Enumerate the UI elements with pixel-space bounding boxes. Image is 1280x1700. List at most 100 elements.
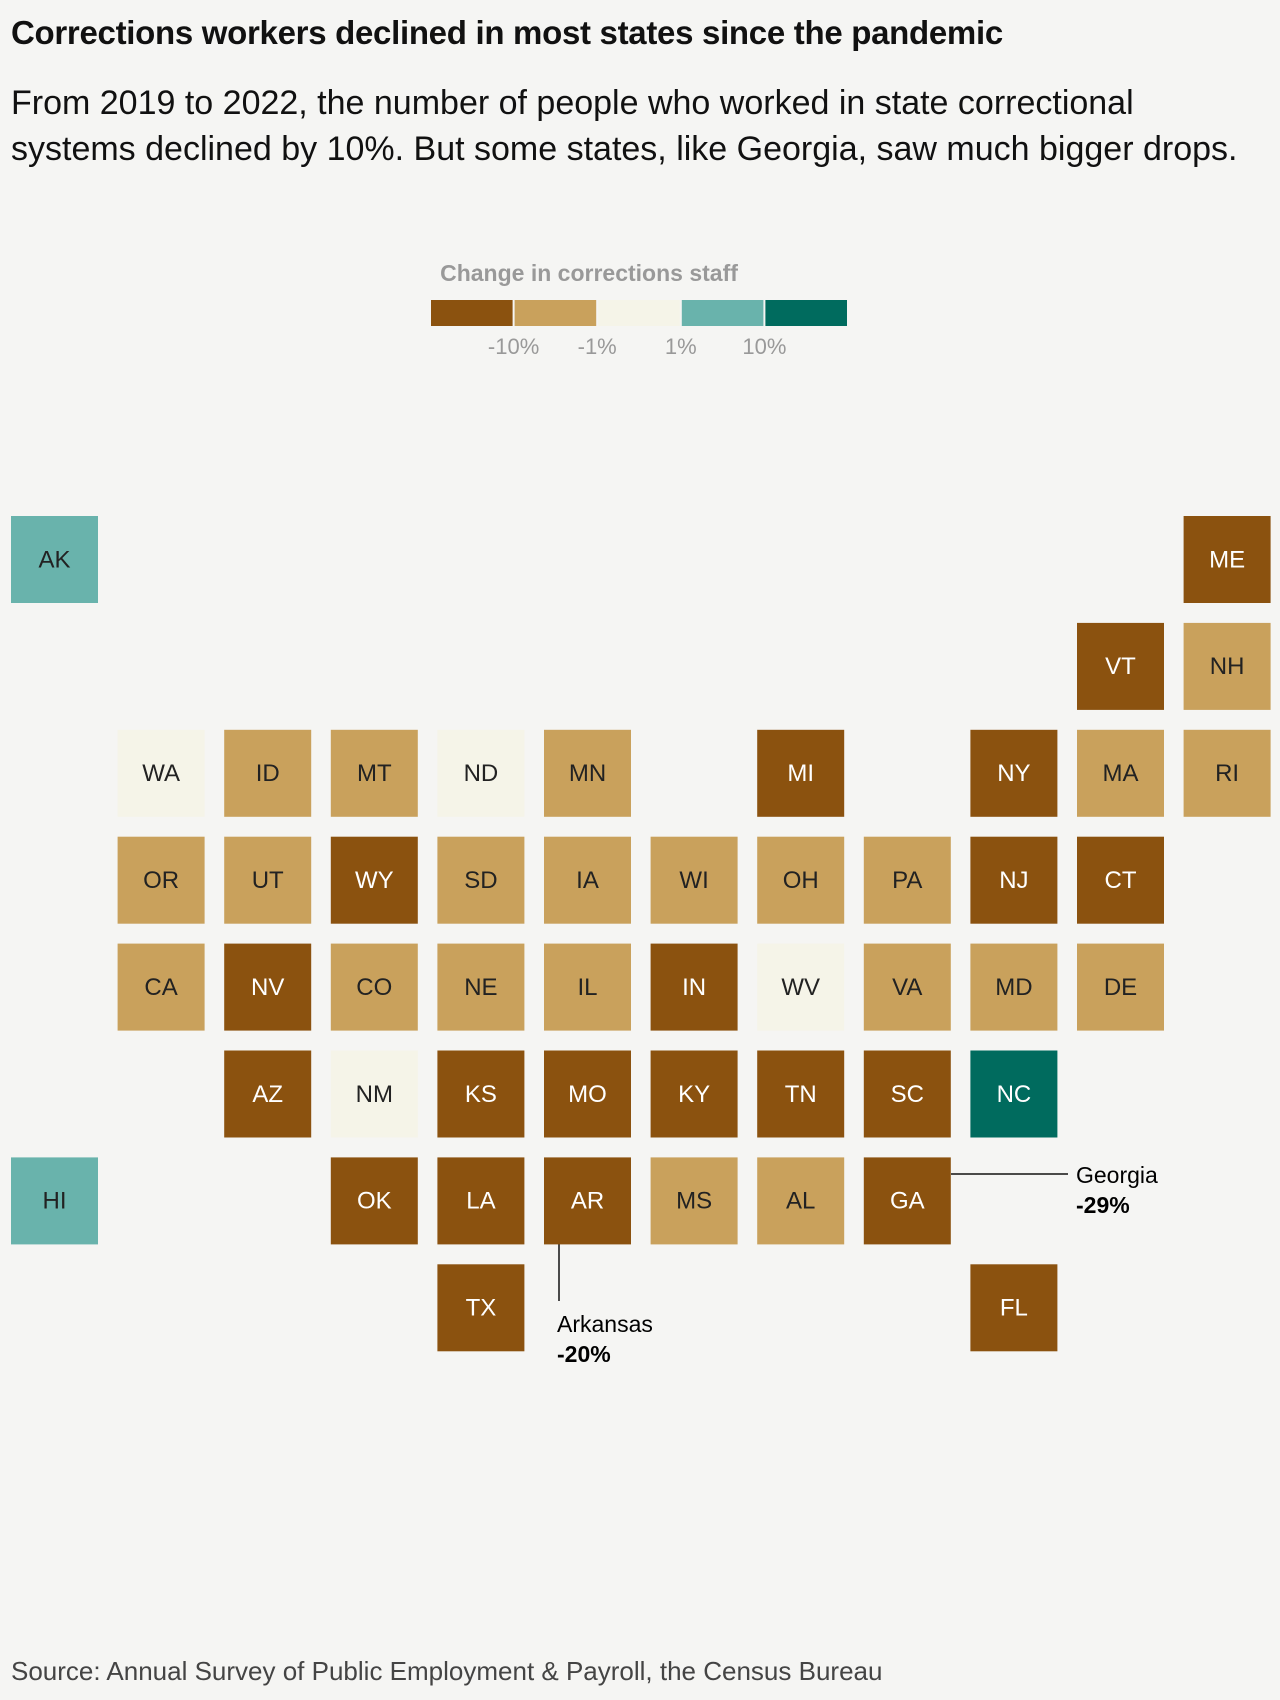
state-tile: [1183, 516, 1271, 603]
state-label: MO: [568, 1081, 607, 1108]
state-label: AR: [571, 1188, 604, 1215]
subtitle: From 2019 to 2022, the number of people …: [11, 84, 1238, 168]
state-tile: [11, 1157, 98, 1245]
state-tile: [970, 1264, 1058, 1352]
state-tile: [544, 1157, 631, 1245]
state-label: IL: [577, 974, 597, 1001]
state-label: SC: [891, 1081, 924, 1108]
legend-swatch: [431, 300, 513, 326]
state-tile: [1183, 622, 1271, 710]
state-label: CT: [1105, 867, 1137, 894]
state-tile: [224, 836, 312, 924]
state-tile: [117, 943, 205, 1031]
state-label: AK: [38, 546, 70, 573]
state-tile: [757, 729, 845, 817]
state-label: WV: [781, 974, 820, 1001]
state-label: TN: [785, 1081, 817, 1108]
legend-label: -10%: [488, 334, 539, 359]
legend-label: 10%: [742, 334, 786, 359]
legend-label: -1%: [578, 334, 617, 359]
state-tile: [117, 729, 205, 817]
state-tile: [970, 1050, 1058, 1138]
source: Source: Annual Survey of Public Employme…: [11, 1656, 883, 1686]
state-label: CO: [356, 974, 392, 1001]
state-tile: [437, 729, 525, 817]
state-tile: [224, 943, 312, 1031]
state-tile: [650, 836, 738, 924]
state-label: NM: [356, 1081, 393, 1108]
state-label: OH: [783, 867, 819, 894]
state-tile: [757, 1050, 845, 1138]
state-tile: [224, 729, 312, 817]
state-label: ME: [1209, 546, 1245, 573]
legend-label: 1%: [665, 334, 697, 359]
state-tile: [1077, 836, 1164, 924]
state-tile: [757, 1157, 845, 1245]
state-tile: [437, 1050, 525, 1138]
state-label: MD: [995, 974, 1032, 1001]
state-tile: [863, 1050, 951, 1138]
state-tile: [330, 1157, 418, 1245]
state-tile: [650, 1050, 738, 1138]
state-tile: [970, 836, 1058, 924]
state-label: OK: [357, 1188, 392, 1215]
state-label: MI: [787, 760, 814, 787]
legend-swatch: [514, 300, 597, 326]
state-label: NY: [997, 760, 1030, 787]
state-tile: [863, 943, 951, 1031]
annotation-value: -20%: [557, 1341, 611, 1367]
state-label: ID: [256, 760, 280, 787]
state-label: HI: [43, 1188, 67, 1215]
state-tile: [117, 836, 205, 924]
state-label: VA: [892, 974, 922, 1001]
state-tile: [863, 836, 951, 924]
state-tile: [330, 836, 418, 924]
state-tile: [544, 943, 631, 1031]
state-label: DE: [1104, 974, 1137, 1001]
legend-swatch: [598, 300, 680, 326]
state-label: RI: [1215, 760, 1239, 787]
state-label: TX: [466, 1295, 497, 1322]
state-label: WA: [142, 760, 180, 787]
state-label: OR: [143, 867, 179, 894]
annotation-label: Arkansas: [557, 1311, 653, 1337]
state-tile: [437, 943, 525, 1031]
state-tile: [330, 943, 418, 1031]
state-label: KY: [678, 1081, 710, 1108]
state-tile: [757, 836, 845, 924]
state-tile: [1183, 729, 1271, 817]
state-label: IN: [682, 974, 706, 1001]
state-tile: [1077, 622, 1164, 710]
state-tile: [544, 836, 631, 924]
state-label: PA: [892, 867, 922, 894]
state-tile: [437, 1157, 525, 1245]
state-tile: [437, 836, 525, 924]
state-tile: [330, 1050, 418, 1138]
state-label: NH: [1210, 653, 1245, 680]
state-label: KS: [465, 1081, 497, 1108]
state-label: MA: [1103, 760, 1139, 787]
state-tile: [1077, 943, 1164, 1031]
state-label: MT: [357, 760, 392, 787]
state-label: CA: [144, 974, 177, 1001]
legend-swatch: [681, 300, 764, 326]
state-label: IA: [576, 867, 599, 894]
state-tile: [11, 516, 98, 603]
state-label: SD: [464, 867, 497, 894]
state-label: NC: [997, 1081, 1032, 1108]
state-tile: [544, 1050, 631, 1138]
state-label: MN: [569, 760, 606, 787]
legend-swatch: [765, 300, 847, 326]
state-label: NJ: [999, 867, 1028, 894]
state-tile: [650, 1157, 738, 1245]
title: Corrections workers declined in most sta…: [11, 14, 1003, 51]
state-tile: [224, 1050, 312, 1138]
state-label: ND: [464, 760, 499, 787]
state-label: WI: [679, 867, 708, 894]
state-tile: [970, 943, 1058, 1031]
state-label: MS: [676, 1188, 712, 1215]
state-label: NE: [464, 974, 497, 1001]
state-tile: [1077, 729, 1164, 817]
tile-map: Change in corrections staff Georgia -29%…: [11, 260, 1271, 1367]
